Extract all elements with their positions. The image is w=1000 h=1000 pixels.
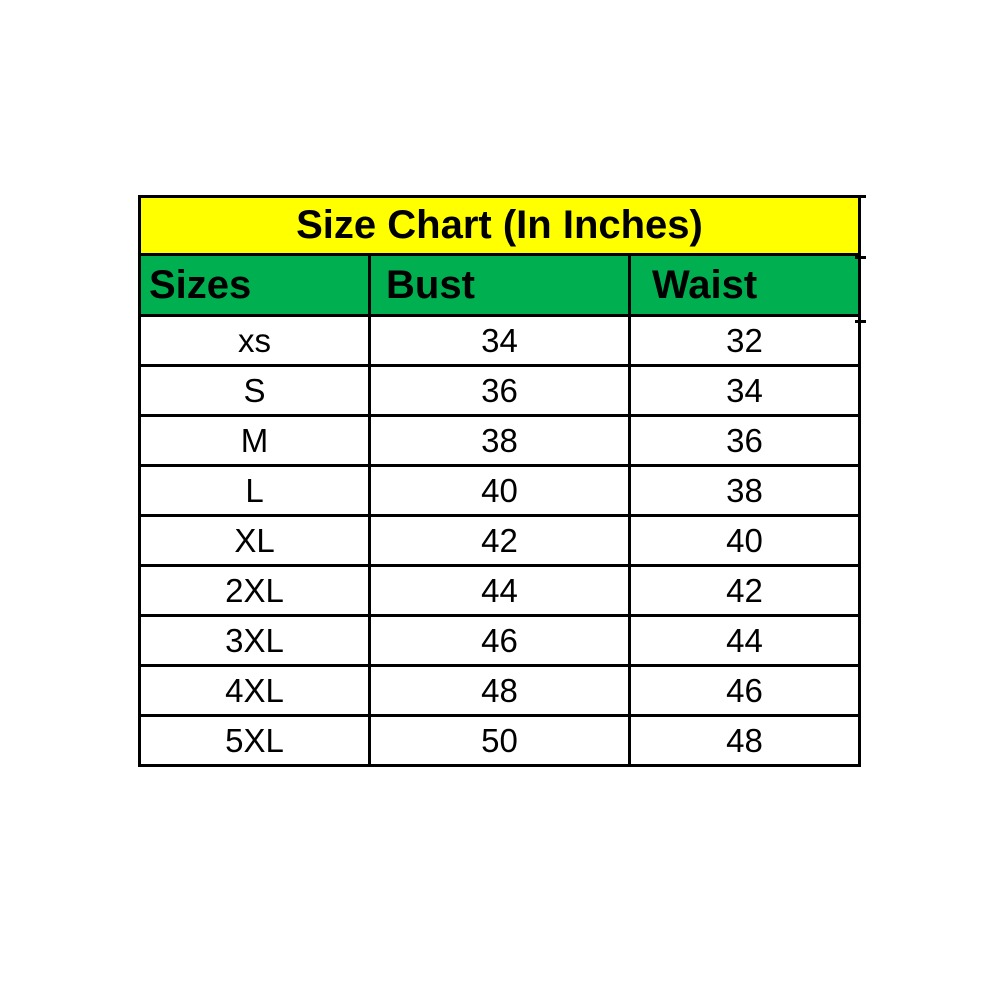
bust-value-cell: 42 <box>368 514 631 567</box>
table-row: 5XL 50 48 <box>138 714 862 767</box>
waist-value-cell: 36 <box>627 414 862 467</box>
waist-value-cell: 44 <box>627 614 862 667</box>
column-header-waist: Waist <box>627 253 862 317</box>
table-row: xs 34 32 <box>138 314 862 367</box>
column-header-sizes: Sizes <box>138 253 371 317</box>
chart-title: Size Chart (In Inches) <box>137 195 862 256</box>
bust-value-cell: 38 <box>368 414 631 467</box>
bust-value-cell: 46 <box>368 614 631 667</box>
table-row: XL 42 40 <box>138 514 862 567</box>
size-cell: L <box>138 464 371 517</box>
table-row: S 36 34 <box>138 364 862 417</box>
title-row: Size Chart (In Inches) <box>137 195 862 256</box>
border-tick <box>855 195 866 198</box>
waist-value-cell: 42 <box>627 564 862 617</box>
bust-value-cell: 50 <box>368 714 631 767</box>
waist-value-cell: 34 <box>627 364 862 417</box>
table-row: 3XL 46 44 <box>138 614 862 667</box>
size-cell: xs <box>138 314 371 367</box>
size-cell: S <box>138 364 371 417</box>
table-row: M 38 36 <box>138 414 862 467</box>
size-cell: 5XL <box>138 714 371 767</box>
size-chart: Size Chart (In Inches) Sizes Bust Waist … <box>137 195 868 767</box>
header-row: Sizes Bust Waist <box>138 253 862 317</box>
waist-value-cell: 38 <box>627 464 862 517</box>
waist-value-cell: 32 <box>627 314 862 367</box>
bust-value-cell: 34 <box>368 314 631 367</box>
bust-value-cell: 44 <box>368 564 631 617</box>
size-cell: 2XL <box>138 564 371 617</box>
waist-value-cell: 40 <box>627 514 862 567</box>
waist-value-cell: 46 <box>627 664 862 717</box>
size-cell: 3XL <box>138 614 371 667</box>
waist-value-cell: 48 <box>627 714 862 767</box>
size-cell: 4XL <box>138 664 371 717</box>
table-row: L 40 38 <box>138 464 862 517</box>
bust-value-cell: 48 <box>368 664 631 717</box>
table-row: 4XL 48 46 <box>138 664 862 717</box>
table-row: 2XL 44 42 <box>138 564 862 617</box>
border-tick <box>855 256 866 259</box>
border-tick <box>855 320 866 323</box>
bust-value-cell: 36 <box>368 364 631 417</box>
size-chart-table: Size Chart (In Inches) Sizes Bust Waist … <box>137 195 862 767</box>
size-cell: M <box>138 414 371 467</box>
column-header-bust: Bust <box>368 253 631 317</box>
size-cell: XL <box>138 514 371 567</box>
bust-value-cell: 40 <box>368 464 631 517</box>
